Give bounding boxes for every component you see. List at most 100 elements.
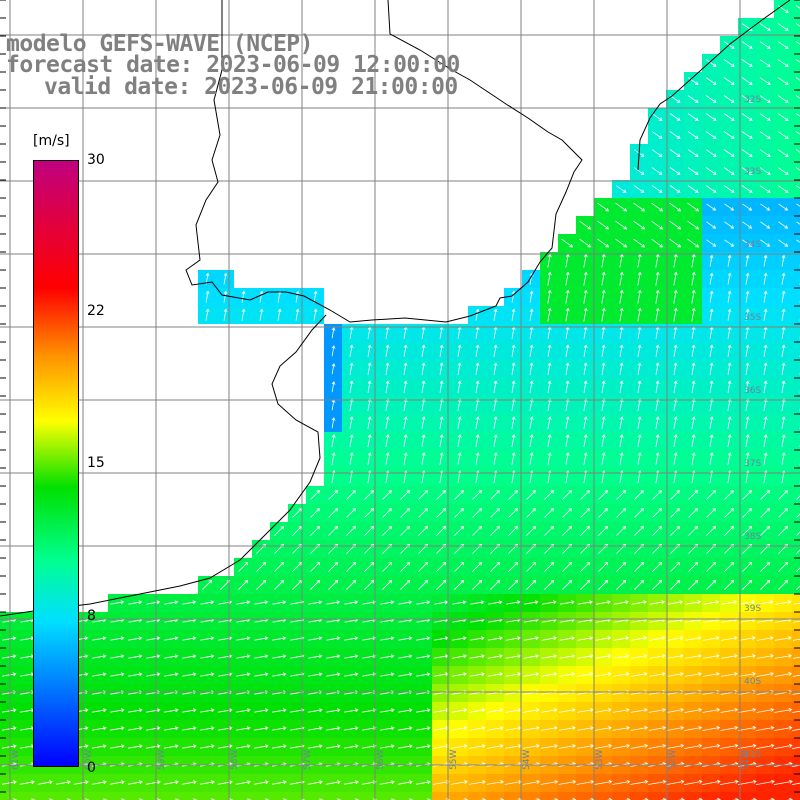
wind-arrow xyxy=(547,416,552,430)
wind-arrow xyxy=(703,654,720,659)
wind-arrow xyxy=(594,708,612,713)
wind-arrow xyxy=(308,672,323,677)
wind-arrow xyxy=(738,708,757,713)
wind-speed-cell xyxy=(792,666,800,684)
wind-arrow xyxy=(739,600,756,605)
wind-speed-cell xyxy=(144,792,162,800)
wind-arrow xyxy=(580,507,591,518)
wind-arrow xyxy=(796,221,800,225)
lon-label: 59W xyxy=(157,750,167,770)
wind-arrow xyxy=(561,238,574,248)
coastline-north xyxy=(185,0,583,323)
wind-arrow xyxy=(727,290,732,303)
wind-arrow xyxy=(295,290,300,303)
wind-arrow xyxy=(781,290,786,303)
wind-speed-cell xyxy=(792,432,800,450)
wind-arrow xyxy=(472,561,483,572)
wind-arrow xyxy=(511,416,516,430)
wind-arrow xyxy=(759,167,771,175)
wind-arrow xyxy=(541,672,558,677)
wind-arrow xyxy=(796,531,800,536)
wind-arrow xyxy=(544,525,555,536)
wind-arrow xyxy=(522,744,540,749)
wind-arrow xyxy=(469,708,486,713)
wind-arrow xyxy=(526,525,537,536)
wind-arrow xyxy=(382,579,393,590)
wind-arrow xyxy=(634,507,645,518)
wind-arrow xyxy=(526,507,537,518)
wind-speed-cell xyxy=(342,792,360,800)
wind-arrow xyxy=(92,672,107,677)
wind-speed-cell xyxy=(72,792,90,800)
wind-arrow xyxy=(613,600,629,605)
wind-arrow xyxy=(774,743,793,749)
wind-arrow xyxy=(580,489,591,500)
wind-arrow xyxy=(308,636,323,641)
wind-arrow xyxy=(709,452,714,466)
wind-arrow xyxy=(742,525,753,536)
wind-arrow xyxy=(472,579,483,590)
wind-arrow xyxy=(454,507,465,518)
wind-arrow xyxy=(706,221,717,229)
wind-arrow xyxy=(703,600,720,605)
wind-arrow xyxy=(651,131,663,139)
wind-arrow xyxy=(328,507,339,518)
wind-arrow xyxy=(349,416,354,430)
wind-arrow xyxy=(110,636,125,641)
wind-arrow xyxy=(759,149,771,157)
wind-arrow xyxy=(468,780,486,785)
wind-arrow xyxy=(164,654,179,659)
wind-arrow xyxy=(688,561,699,572)
wind-arrow xyxy=(457,416,462,430)
wind-arrow xyxy=(652,489,663,500)
wind-speed-cell xyxy=(792,486,800,504)
wind-arrow xyxy=(738,672,756,677)
wind-arrow xyxy=(205,290,210,303)
wind-arrow xyxy=(742,203,753,211)
wind-arrow xyxy=(781,254,786,267)
wind-arrow xyxy=(691,380,696,393)
wind-arrow xyxy=(615,185,627,193)
wind-arrow xyxy=(583,307,588,322)
wind-speed-cell xyxy=(792,324,800,342)
wind-arrow xyxy=(493,380,498,393)
wind-arrow xyxy=(182,636,197,641)
wind-arrow xyxy=(457,434,462,448)
wind-arrow xyxy=(594,744,613,749)
wind-speed-cell xyxy=(792,648,800,666)
wind-arrow xyxy=(526,489,537,500)
coastline-west xyxy=(0,314,327,617)
wind-arrow xyxy=(331,434,336,448)
wind-arrow xyxy=(781,344,786,357)
wind-speed-cell xyxy=(738,792,756,800)
wind-arrow xyxy=(795,77,800,81)
wind-arrow xyxy=(724,203,735,211)
wind-arrow xyxy=(217,780,233,785)
wind-speed-cell xyxy=(774,792,792,800)
wind-arrow xyxy=(687,167,699,175)
wind-arrow xyxy=(738,725,757,731)
wind-arrow xyxy=(601,344,606,357)
wind-arrow xyxy=(379,744,395,749)
wind-arrow xyxy=(651,167,663,175)
wind-arrow xyxy=(655,434,660,448)
wind-arrow xyxy=(649,636,666,641)
wind-speed-cell xyxy=(792,216,800,234)
coastline-east xyxy=(637,0,791,171)
wind-arrow xyxy=(182,600,197,605)
wind-arrow xyxy=(400,561,411,572)
wind-arrow xyxy=(759,77,771,85)
wind-arrow xyxy=(398,600,413,605)
wind-arrow xyxy=(705,77,717,85)
wind-arrow xyxy=(326,600,341,605)
wind-arrow xyxy=(792,746,800,749)
wind-arrow xyxy=(727,452,732,466)
wind-arrow xyxy=(706,489,717,500)
wind-arrow xyxy=(127,780,143,785)
wind-arrow xyxy=(759,95,771,103)
wind-arrow xyxy=(506,600,521,605)
wind-arrow xyxy=(667,636,684,641)
wind-arrow xyxy=(760,221,771,229)
wind-arrow xyxy=(223,308,228,321)
wind-arrow xyxy=(493,434,498,448)
